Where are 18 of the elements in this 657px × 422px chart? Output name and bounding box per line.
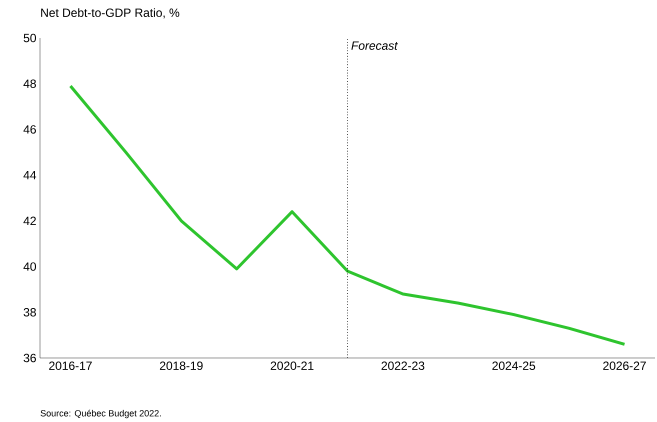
source-note: Source: Québec Budget 2022.: [40, 410, 161, 418]
x-tick-label: 2016-17: [49, 362, 92, 370]
y-tick-label: 42: [23, 216, 36, 226]
y-tick-label: 48: [23, 79, 36, 88]
y-tick-label: 40: [23, 262, 36, 271]
chart-title: Net Debt-to-GDP Ratio, %: [41, 8, 180, 18]
y-tick-label: 38: [24, 308, 36, 317]
x-tick-label: 2024-25: [492, 362, 536, 370]
y-tick-label: 50: [24, 34, 36, 42]
annotation: Forecast: [351, 42, 398, 50]
x-tick-label: 2020-21: [270, 362, 314, 370]
x-tick-label: 2018-19: [160, 362, 203, 370]
x-tick-label: 2022-23: [382, 362, 424, 370]
y-tick-label: 44: [23, 171, 36, 180]
x-tick-label: 2026-27: [603, 362, 646, 370]
y-tick-label: 46: [23, 125, 36, 134]
line-series: [68, 84, 626, 346]
y-tick-label: 36: [24, 354, 36, 362]
